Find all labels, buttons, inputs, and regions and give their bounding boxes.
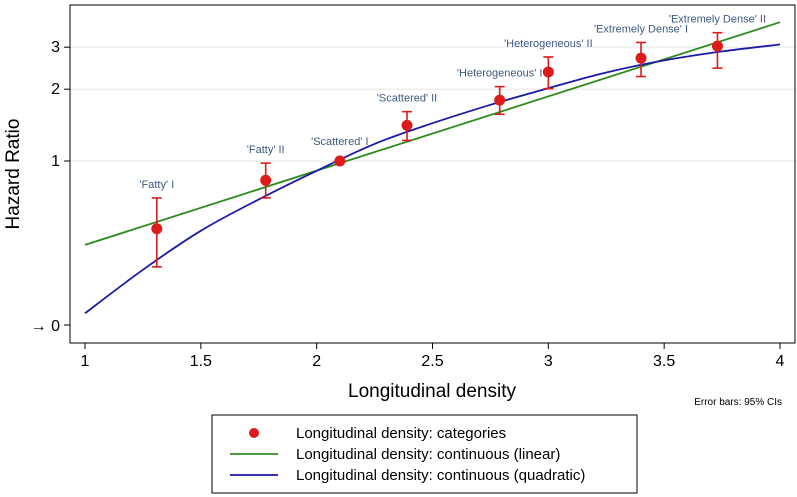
point-label: 'Scattered' II (377, 93, 437, 105)
legend-label: Longitudinal density: continuous (quadra… (296, 467, 585, 484)
plot-frame (69, 4, 796, 344)
x-tick-label: 4 (776, 353, 785, 370)
x-tick-label: 1 (81, 353, 90, 370)
category-point (401, 119, 413, 131)
gridlines (70, 46, 795, 162)
category-point (260, 174, 272, 186)
y-tick-label: 1 (51, 153, 60, 170)
x-tick-label: 2 (312, 353, 321, 370)
legend-label: Longitudinal density: continuous (linear… (296, 446, 560, 463)
x-tick-label: 2.5 (421, 353, 443, 370)
category-point (334, 155, 346, 167)
legend-point-marker (249, 428, 259, 438)
x-tick-label: 3 (544, 353, 553, 370)
legend-label: Longitudinal density: categories (296, 425, 506, 442)
y-tick-label: 3 (51, 39, 60, 56)
point-label: 'Fatty' II (247, 144, 285, 156)
category-point (635, 52, 647, 64)
x-axis-title: Longitudinal density (348, 381, 516, 402)
category-point (542, 66, 554, 78)
linear-fit-line (84, 21, 781, 246)
y-axis-title: Hazard Ratio (3, 119, 24, 230)
x-tick-label: 1.5 (190, 353, 212, 370)
legend: Longitudinal density: categories Longitud… (211, 414, 638, 494)
y-axis: 1 2 3 → 0 (31, 39, 70, 335)
point-labels: 'Fatty' I 'Fatty' II 'Scattered' I 'Scatter… (139, 14, 766, 191)
y-tick-label: 2 (51, 81, 60, 98)
fit-lines (84, 21, 781, 315)
point-label: 'Fatty' I (139, 179, 174, 191)
point-label: 'Extremely Dense' II (669, 14, 766, 26)
legend-items: Longitudinal density: categories Longitud… (230, 425, 585, 484)
point-label: 'Scattered' I (311, 136, 368, 148)
category-point (151, 223, 163, 235)
legend-box (211, 414, 638, 494)
category-point (494, 94, 506, 106)
category-point (711, 40, 723, 52)
point-label: 'Heterogeneous' I (457, 68, 543, 80)
y-break-label: → 0 (31, 318, 60, 335)
x-tick-label: 3.5 (653, 353, 675, 370)
point-label: 'Heterogeneous' II (504, 38, 593, 50)
error-bars-note: Error bars: 95% CIs (694, 397, 782, 408)
category-points (151, 40, 723, 235)
x-axis: 1 1.5 2 2.5 3 3.5 4 (81, 343, 785, 370)
point-label: 'Extremely Dense' I (594, 23, 688, 35)
quadratic-fit-line (84, 43, 781, 315)
